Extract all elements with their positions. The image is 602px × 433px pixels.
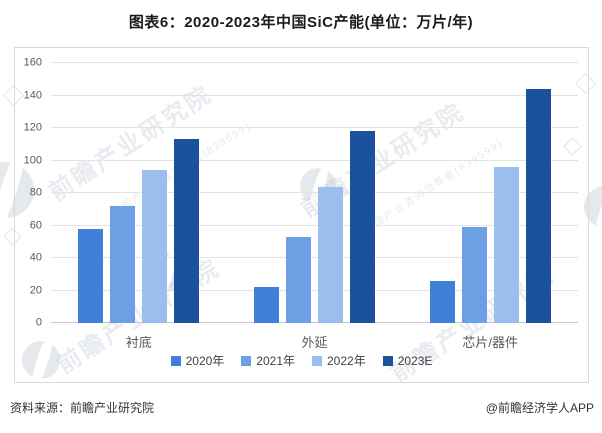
plot-area: 0 20 40 60 80 100 120 140 160 衬底 外延 芯片/器件 [24,57,578,350]
y-axis-tick-label: 100 [23,154,42,166]
legend-label: 2020年 [185,354,225,368]
gridline-0 [51,322,578,323]
legend-swatch [241,355,252,366]
bar-2022年-外延 [317,186,343,323]
gridline-60 [51,224,578,226]
category-label: 衬底 [125,335,152,350]
gridline-100 [51,159,578,161]
legend-swatch [312,355,322,366]
bar-2020年-衬底 [78,228,104,323]
y-axis-tick-label: 120 [23,121,42,134]
credit-note: @前瞻经济学人APP [485,401,594,415]
bar-group-1: 衬底 [78,63,200,350]
bar-2021年-外延 [285,236,311,323]
legend-label: 2021年 [256,354,295,368]
chart-title: 图表6：2020-2023年中国SiC产能(单位：万片/年) [128,14,474,31]
bar-2022年-衬底 [142,170,168,323]
legend-item-2022年: 2022年 [312,352,366,369]
legend-item-2023E: 2023E [382,353,433,368]
legend: 2020年 2021年 2022年 2023E [15,352,588,369]
legend-item-2020年: 2020年 [170,352,225,369]
y-axis-tick-label: 140 [23,89,42,101]
source-note: 资料来源：前瞻产业研究院 [10,401,155,415]
bar-2020年-外延 [253,287,279,323]
y-axis-tick-label: 0 [35,316,42,329]
legend-item-2021年: 2021年 [241,352,295,369]
y-axis-tick-label: 40 [29,251,42,264]
y-axis-tick-label: 160 [23,56,42,69]
bar-2023E-外延 [349,131,375,323]
gridline-120 [51,127,578,128]
legend-swatch [170,355,181,366]
y-axis-tick-label: 20 [29,284,42,296]
legend-label: 2022年 [327,354,366,368]
gridline-20 [51,289,578,291]
gridline-140 [51,94,578,96]
bar-2020年-芯片/器件 [429,280,455,323]
bar-2023E-衬底 [174,139,200,323]
bar-2021年-芯片/器件 [461,227,487,323]
bar-2021年-衬底 [110,206,136,323]
category-label: 芯片/器件 [462,335,518,350]
legend-label: 2023E [397,353,433,368]
category-label: 外延 [301,335,328,350]
gridline-40 [51,257,578,258]
legend-swatch [382,355,393,366]
y-axis-tick-label: 60 [29,219,42,231]
gridline-160 [51,62,578,63]
chart-plot-frame: 0 20 40 60 80 100 120 140 160 衬底 外延 芯片/器件 2020年 202… [14,47,589,383]
bar-2023E-芯片/器件 [525,89,551,323]
bar-groups: 衬底 外延 芯片/器件 [51,63,578,350]
bar-group-3: 芯片/器件 [429,63,551,350]
y-axis-tick-label: 80 [29,186,42,199]
bar-2022年-芯片/器件 [493,167,519,323]
bar-group-2: 外延 [253,63,375,350]
